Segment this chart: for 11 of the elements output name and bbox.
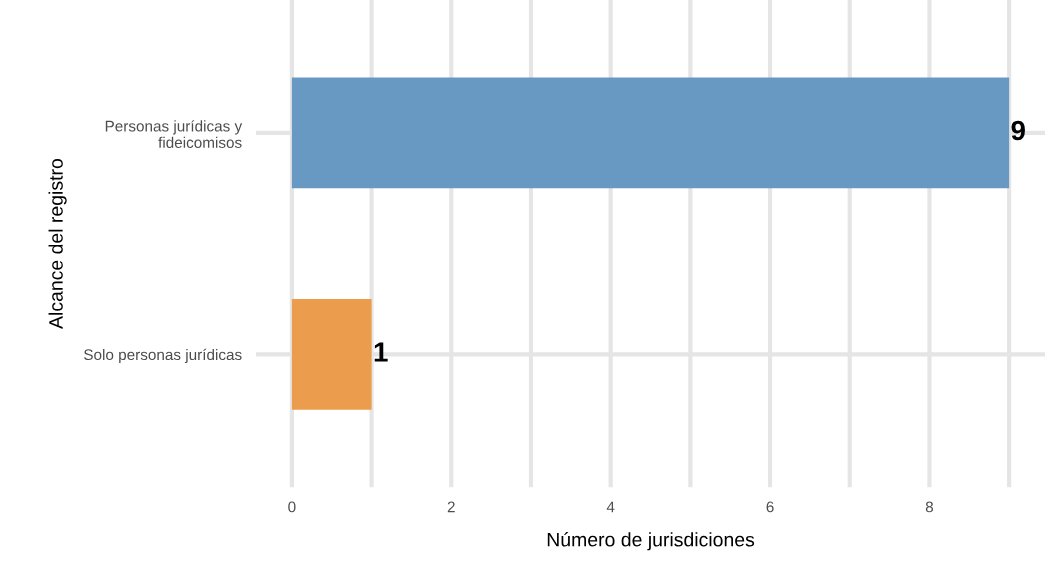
y-tick-label: Personas jurídicas y fideicomisos (105, 120, 243, 148)
data-label: 1 (374, 342, 388, 362)
y-axis-title: Alcance del registro (48, 159, 67, 329)
x-tick-label: 4 (606, 501, 615, 513)
x-tick-label: 0 (288, 501, 296, 513)
x-tick-label: 2 (447, 501, 455, 513)
x-tick-label: 6 (766, 501, 774, 513)
data-label: 9 (1011, 120, 1025, 141)
x-axis-title: Número de jurisdiciones (547, 532, 755, 551)
y-tick-label: Solo personas jurídicas (84, 348, 242, 364)
x-tick-label: 8 (925, 501, 934, 513)
